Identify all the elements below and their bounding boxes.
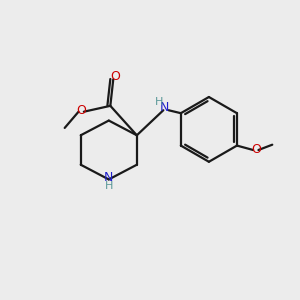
Text: O: O (76, 104, 86, 117)
Text: N: N (160, 101, 170, 114)
Text: H: H (155, 97, 163, 107)
Text: O: O (110, 70, 120, 83)
Text: O: O (251, 143, 261, 156)
Text: H: H (105, 181, 113, 191)
Text: N: N (104, 172, 113, 184)
